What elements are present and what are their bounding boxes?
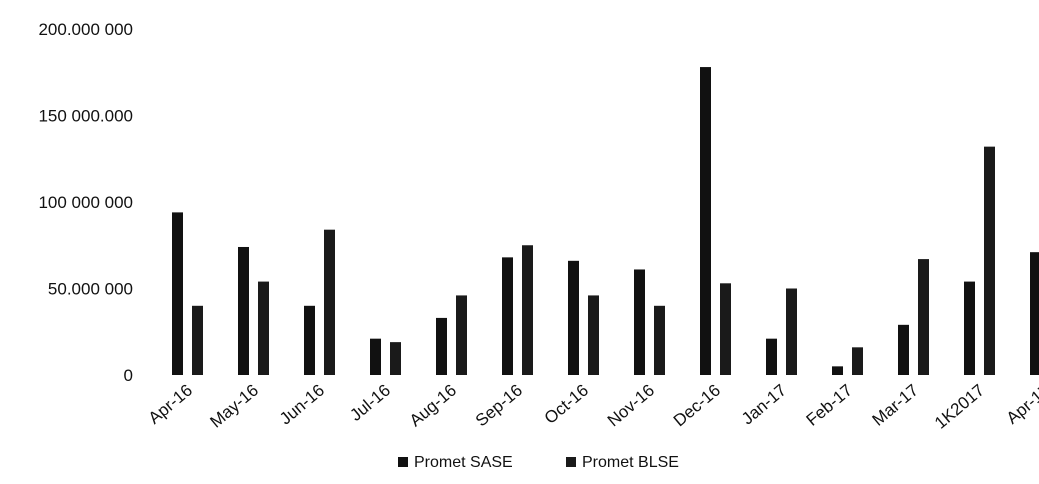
legend-label-promet-sase: Promet SASE — [414, 454, 513, 471]
bar-promet-blse — [192, 305, 203, 375]
bar-promet-blse — [390, 342, 401, 375]
legend-swatch-promet-sase — [398, 457, 408, 467]
bar-promet-sase — [436, 317, 447, 375]
bar-promet-blse — [522, 245, 533, 375]
y-tick-label: 200.000 000 — [38, 20, 133, 39]
x-tick-label: 1K2017 — [931, 381, 988, 433]
bar-promet-blse — [720, 283, 731, 375]
x-tick-label: Aug-16 — [406, 381, 460, 431]
bar-promet-blse — [918, 259, 929, 375]
x-tick-label: May-16 — [206, 381, 262, 432]
bar-promet-blse — [786, 288, 797, 375]
bar-promet-sase — [238, 246, 249, 375]
x-tick-label: Feb-17 — [803, 381, 856, 430]
y-tick-label: 150 000.000 — [38, 107, 133, 126]
bar-promet-sase — [964, 281, 975, 375]
x-tick-label: Sep-16 — [472, 381, 526, 431]
x-tick-label: Jan-17 — [738, 381, 790, 429]
bar-promet-sase — [172, 212, 183, 375]
bar-promet-sase — [568, 260, 579, 375]
bar-promet-blse — [984, 146, 995, 375]
bar-promet-blse — [588, 295, 599, 375]
y-tick-label: 100 000 000 — [38, 193, 133, 212]
x-tick-label: Dec-16 — [670, 381, 724, 431]
legend-swatch-promet-blse — [566, 457, 576, 467]
bar-promet-blse — [852, 347, 863, 375]
legend: Promet SASE Promet BLSE — [398, 454, 679, 471]
bar-promet-sase — [370, 338, 381, 375]
y-axis: 0 50.000 000 100 000 000 150 000.000 200.000… — [38, 20, 133, 385]
bar-promet-sase — [634, 269, 645, 375]
bar-promet-sase — [832, 366, 843, 375]
bar-promet-sase — [502, 257, 513, 375]
x-tick-label: Oct-16 — [541, 381, 592, 428]
bar-promet-sase — [766, 338, 777, 375]
bar-promet-sase — [700, 67, 711, 375]
y-tick-label: 0 — [124, 366, 133, 385]
bar-promet-blse — [258, 281, 269, 375]
x-tick-label: Apr-17 — [1003, 381, 1039, 428]
bars — [172, 67, 1039, 375]
bar-promet-blse — [654, 305, 665, 375]
bar-promet-sase — [1030, 252, 1039, 375]
x-axis: Apr-16 May-16 Jun-16 Jul-16 Aug-16 Sep-16 Oct-… — [145, 381, 1039, 433]
x-tick-label: Nov-16 — [604, 381, 658, 431]
x-tick-label: Mar-17 — [869, 381, 922, 430]
legend-label-promet-blse: Promet BLSE — [582, 454, 679, 471]
x-tick-label: Apr-16 — [145, 381, 196, 428]
bar-promet-sase — [304, 305, 315, 375]
x-tick-label: Jul-16 — [346, 381, 394, 425]
bar-promet-blse — [456, 295, 467, 375]
bar-promet-blse — [324, 229, 335, 375]
y-tick-label: 50.000 000 — [48, 280, 133, 299]
x-tick-label: Jun-16 — [276, 381, 328, 429]
bar-promet-sase — [898, 324, 909, 375]
